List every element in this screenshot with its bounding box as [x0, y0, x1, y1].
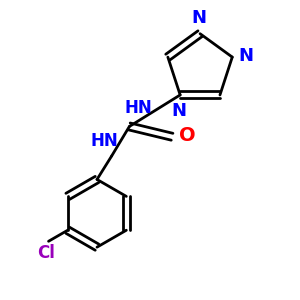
Text: N: N — [171, 102, 186, 120]
Text: N: N — [191, 9, 206, 27]
Text: Cl: Cl — [37, 244, 55, 262]
Text: HN: HN — [91, 132, 118, 150]
Text: O: O — [179, 126, 196, 145]
Text: HN: HN — [125, 99, 152, 117]
Text: N: N — [239, 46, 254, 64]
